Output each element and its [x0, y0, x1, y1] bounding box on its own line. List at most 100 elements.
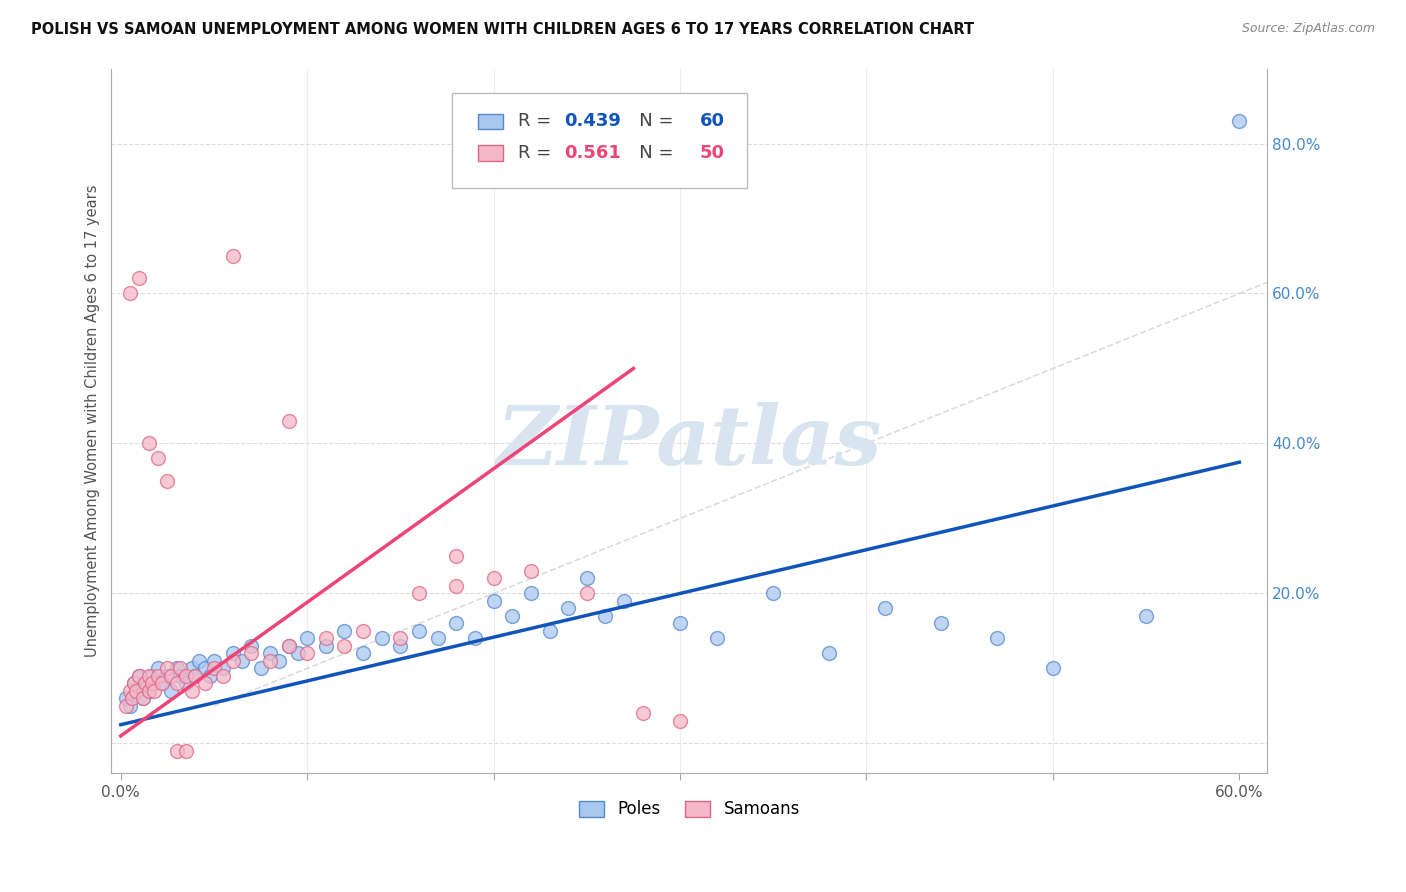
- Point: [352, 624, 374, 638]
- Point: [277, 639, 299, 653]
- Point: [762, 586, 785, 600]
- Point: [120, 684, 142, 698]
- Point: [231, 654, 253, 668]
- Text: Source: ZipAtlas.com: Source: ZipAtlas.com: [1241, 22, 1375, 36]
- Point: [986, 632, 1008, 646]
- Point: [446, 579, 468, 593]
- Text: 0.561: 0.561: [565, 145, 621, 162]
- Point: [202, 654, 225, 668]
- Point: [446, 616, 468, 631]
- Point: [446, 549, 468, 563]
- Point: [194, 676, 217, 690]
- Point: [212, 669, 235, 683]
- Point: [408, 624, 430, 638]
- Point: [150, 676, 173, 690]
- Point: [174, 669, 197, 683]
- Point: [166, 676, 188, 690]
- Point: [124, 684, 146, 698]
- Point: [287, 647, 309, 661]
- Point: [1227, 114, 1250, 128]
- Point: [143, 676, 166, 690]
- Point: [128, 669, 150, 683]
- Point: [138, 669, 160, 683]
- Point: [169, 669, 191, 683]
- Point: [143, 684, 166, 698]
- Point: [156, 474, 179, 488]
- Point: [1042, 661, 1064, 675]
- Text: 50: 50: [700, 145, 724, 162]
- Point: [122, 676, 145, 690]
- Point: [482, 571, 505, 585]
- Point: [188, 654, 211, 668]
- Point: [115, 691, 138, 706]
- Point: [333, 624, 356, 638]
- Point: [259, 647, 281, 661]
- Point: [557, 601, 579, 615]
- Text: 0.439: 0.439: [565, 112, 621, 130]
- Point: [122, 676, 145, 690]
- Point: [295, 632, 318, 646]
- Point: [1135, 609, 1157, 624]
- Text: ZIPatlas: ZIPatlas: [496, 402, 882, 482]
- Text: 60: 60: [700, 112, 724, 130]
- Point: [212, 661, 235, 675]
- Point: [138, 436, 160, 450]
- Point: [464, 632, 486, 646]
- Point: [520, 586, 543, 600]
- Point: [333, 639, 356, 653]
- Point: [249, 661, 271, 675]
- Point: [124, 684, 146, 698]
- Point: [389, 639, 412, 653]
- Point: [371, 632, 394, 646]
- Point: [120, 698, 142, 713]
- Legend: Poles, Samoans: Poles, Samoans: [572, 794, 807, 825]
- Point: [240, 647, 263, 661]
- Point: [160, 669, 183, 683]
- Point: [156, 669, 179, 683]
- Point: [146, 451, 169, 466]
- Point: [613, 594, 636, 608]
- Point: [631, 706, 654, 721]
- Point: [174, 744, 197, 758]
- Point: [128, 271, 150, 285]
- Point: [141, 669, 163, 683]
- Point: [818, 647, 841, 661]
- Text: R =: R =: [519, 145, 557, 162]
- Point: [277, 639, 299, 653]
- Text: R =: R =: [519, 112, 557, 130]
- Point: [221, 654, 243, 668]
- Point: [875, 601, 897, 615]
- Point: [166, 661, 188, 675]
- Text: POLISH VS SAMOAN UNEMPLOYMENT AMONG WOMEN WITH CHILDREN AGES 6 TO 17 YEARS CORRE: POLISH VS SAMOAN UNEMPLOYMENT AMONG WOME…: [31, 22, 974, 37]
- Point: [538, 624, 561, 638]
- Point: [132, 691, 155, 706]
- Text: N =: N =: [623, 145, 679, 162]
- Point: [138, 684, 160, 698]
- Point: [184, 669, 207, 683]
- Point: [669, 714, 692, 728]
- Point: [146, 661, 169, 675]
- Point: [501, 609, 523, 624]
- FancyBboxPatch shape: [453, 93, 747, 188]
- Point: [156, 661, 179, 675]
- Point: [706, 632, 728, 646]
- Point: [150, 676, 173, 690]
- Point: [180, 661, 202, 675]
- Point: [169, 661, 191, 675]
- Point: [595, 609, 617, 624]
- Point: [121, 691, 143, 706]
- FancyBboxPatch shape: [478, 145, 503, 161]
- Point: [426, 632, 449, 646]
- Point: [259, 654, 281, 668]
- Point: [134, 676, 156, 690]
- Point: [120, 286, 142, 301]
- Point: [929, 616, 952, 631]
- Point: [315, 639, 337, 653]
- Point: [389, 632, 412, 646]
- Point: [482, 594, 505, 608]
- Point: [240, 639, 263, 653]
- Point: [184, 669, 207, 683]
- Point: [166, 744, 188, 758]
- Point: [408, 586, 430, 600]
- Point: [180, 684, 202, 698]
